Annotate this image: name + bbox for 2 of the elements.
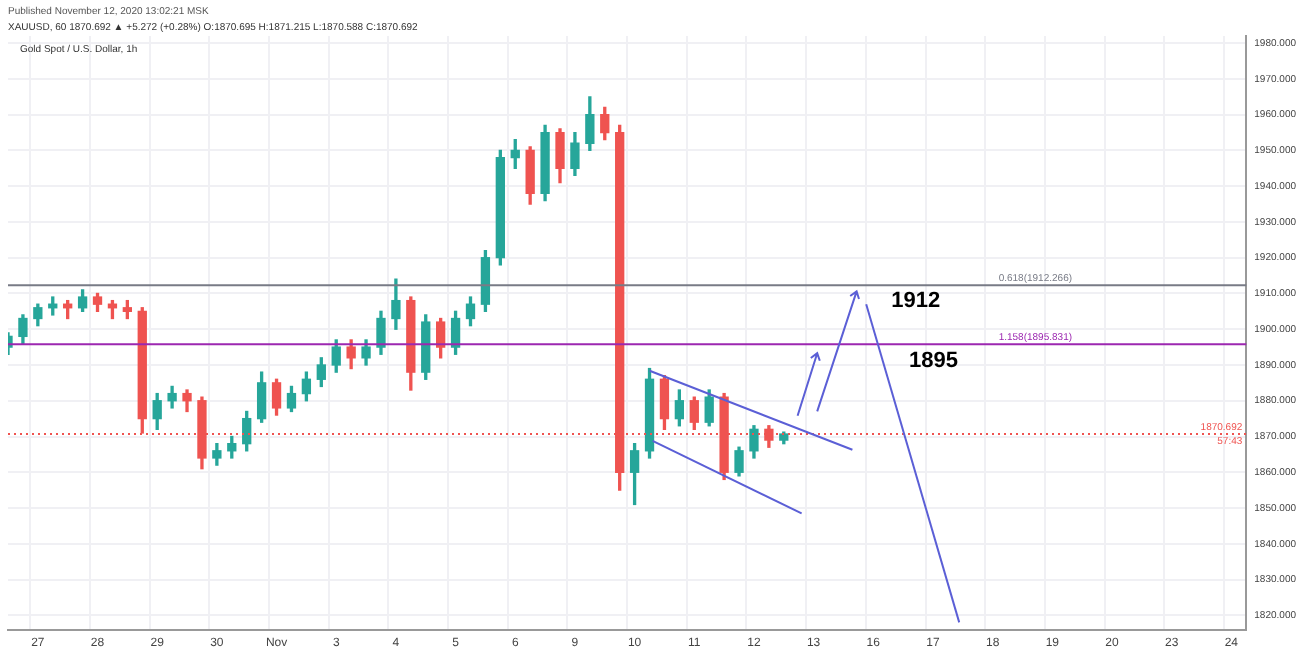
annotation: 1912 [891,288,941,313]
annotation: 1895 [909,349,959,374]
